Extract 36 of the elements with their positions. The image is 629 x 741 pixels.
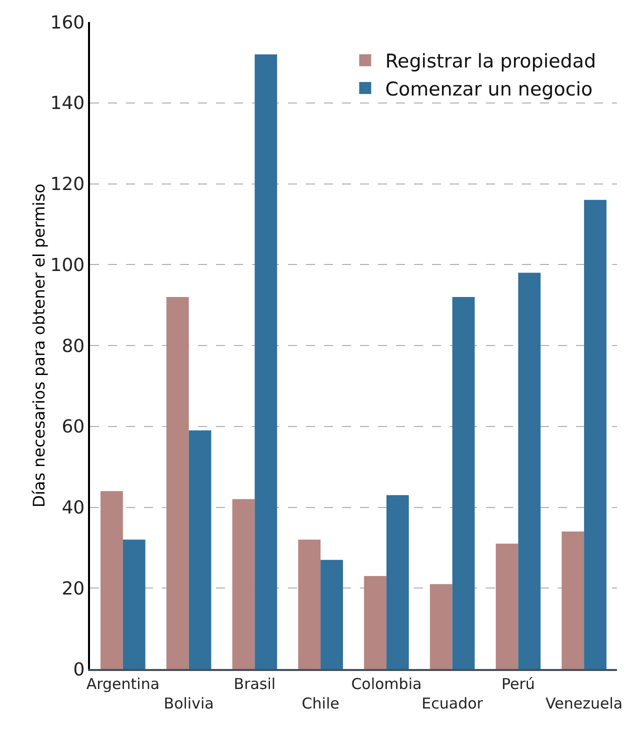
y-tick-label: 0 (73, 659, 85, 680)
x-tick-label: Chile (302, 694, 340, 712)
legend-label: Comenzar un negocio (385, 78, 593, 100)
bar (364, 576, 386, 669)
bar (254, 54, 278, 669)
bar (584, 200, 606, 669)
x-tick-label: Bolivia (164, 694, 214, 712)
legend-label: Registrar la propiedad (385, 50, 596, 73)
y-tick-label: 60 (62, 416, 85, 438)
x-tick-label: Perú (501, 675, 535, 693)
x-tick-label: Venezuela (546, 694, 623, 712)
y-tick-label: 120 (50, 174, 85, 196)
bar (430, 584, 452, 669)
x-tick-label: Argentina (86, 675, 160, 693)
x-tick-label: Colombia (351, 675, 422, 693)
bar (122, 540, 146, 669)
y-tick-label: 80 (62, 336, 85, 357)
y-tick-label: 20 (62, 578, 85, 600)
y-axis-title: Días necesarios para obtener el permiso (29, 184, 48, 508)
bar (518, 272, 541, 669)
bar (562, 532, 584, 669)
bar (320, 560, 343, 669)
bar (188, 430, 212, 669)
bar (298, 540, 321, 669)
y-tick-label: 100 (50, 254, 85, 276)
bar (100, 491, 123, 669)
bar (386, 495, 409, 669)
x-tick-label: Brasil (234, 675, 276, 693)
bar (166, 296, 189, 669)
bar (496, 544, 518, 669)
y-tick-label: 160 (50, 12, 85, 34)
y-tick-label: 40 (62, 498, 85, 519)
x-tick-label: Ecuador (422, 694, 484, 712)
bar (452, 296, 475, 669)
y-tick-label: 140 (50, 93, 85, 114)
bar (232, 499, 255, 669)
